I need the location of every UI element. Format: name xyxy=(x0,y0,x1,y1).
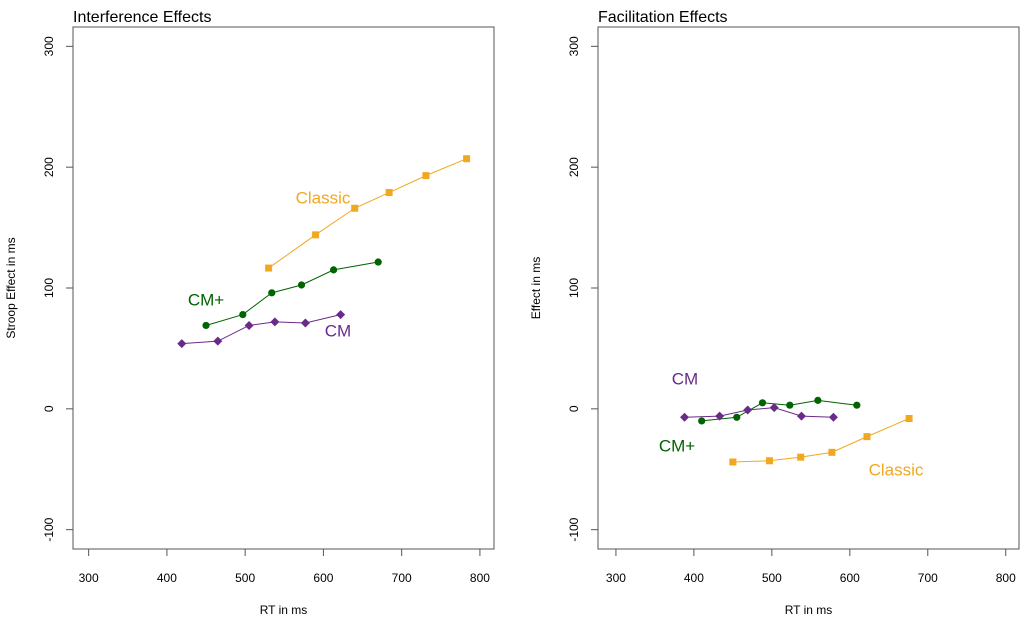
series-label: CM+ xyxy=(659,436,695,455)
y-tick-label: 100 xyxy=(42,278,56,298)
marker xyxy=(336,310,346,320)
y-tick-label: 200 xyxy=(42,157,56,177)
marker xyxy=(828,448,836,456)
chart-title: Interference Effects xyxy=(73,9,211,26)
marker xyxy=(297,281,306,289)
marker xyxy=(758,399,767,407)
y-tick-label: 100 xyxy=(567,278,581,298)
x-tick-label: 600 xyxy=(313,571,333,585)
marker xyxy=(796,411,806,421)
marker xyxy=(729,458,737,466)
marker xyxy=(177,339,187,349)
marker xyxy=(385,189,393,197)
x-tick-label: 300 xyxy=(79,571,99,585)
marker xyxy=(733,413,741,421)
marker xyxy=(312,231,320,239)
series-line xyxy=(268,158,467,269)
marker xyxy=(268,289,276,297)
y-tick-label: 300 xyxy=(567,36,581,56)
marker xyxy=(769,403,779,413)
y-tick-label: 0 xyxy=(42,405,56,412)
marker xyxy=(680,412,690,422)
series-line xyxy=(732,418,910,463)
chart-title: Facilitation Effects xyxy=(598,9,728,26)
x-axis-title: RT in ms xyxy=(260,603,308,617)
y-tick-label: 300 xyxy=(42,36,56,56)
x-tick-label: 700 xyxy=(918,571,938,585)
marker xyxy=(797,453,805,461)
marker xyxy=(351,204,359,212)
x-tick-label: 500 xyxy=(235,571,255,585)
series-label: Classic xyxy=(869,460,924,479)
y-tick-label: -100 xyxy=(42,517,56,541)
marker xyxy=(698,417,706,425)
marker xyxy=(828,412,838,422)
y-axis-title: Effect in ms xyxy=(529,257,543,319)
x-tick-label: 400 xyxy=(157,571,177,585)
x-tick-label: 700 xyxy=(392,571,412,585)
x-tick-label: 800 xyxy=(996,571,1016,585)
marker xyxy=(244,320,254,330)
x-tick-label: 800 xyxy=(470,571,490,585)
x-tick-label: 400 xyxy=(684,571,704,585)
x-axis-title: RT in ms xyxy=(785,603,833,617)
marker xyxy=(853,401,861,409)
marker xyxy=(213,336,223,346)
y-axis-title: Stroop Effect in ms xyxy=(4,237,18,338)
marker xyxy=(265,264,273,272)
series-line xyxy=(701,399,857,422)
series-label: CM xyxy=(672,369,698,388)
y-tick-label: 0 xyxy=(567,405,581,412)
series-line xyxy=(181,314,341,345)
y-tick-label: -100 xyxy=(567,517,581,541)
series-label: CM+ xyxy=(188,290,224,309)
y-tick-label: 200 xyxy=(567,157,581,177)
marker xyxy=(374,258,382,266)
plot-box xyxy=(72,26,495,550)
marker xyxy=(786,401,794,409)
plot-box xyxy=(597,26,1020,550)
series-line xyxy=(205,261,379,326)
marker xyxy=(814,396,822,404)
marker xyxy=(743,405,753,415)
marker xyxy=(863,433,871,441)
marker xyxy=(422,172,430,180)
marker xyxy=(329,266,338,274)
marker xyxy=(715,411,725,421)
series-label: CM xyxy=(325,321,351,340)
marker xyxy=(270,317,280,327)
series-label: Classic xyxy=(296,188,351,207)
marker xyxy=(300,318,310,328)
marker xyxy=(463,155,471,163)
marker xyxy=(905,415,913,422)
x-tick-label: 300 xyxy=(606,571,626,585)
marker xyxy=(239,310,247,319)
marker xyxy=(766,457,774,465)
x-tick-label: 600 xyxy=(840,571,860,585)
series-line xyxy=(684,407,834,418)
x-tick-label: 500 xyxy=(762,571,782,585)
marker xyxy=(202,321,210,330)
